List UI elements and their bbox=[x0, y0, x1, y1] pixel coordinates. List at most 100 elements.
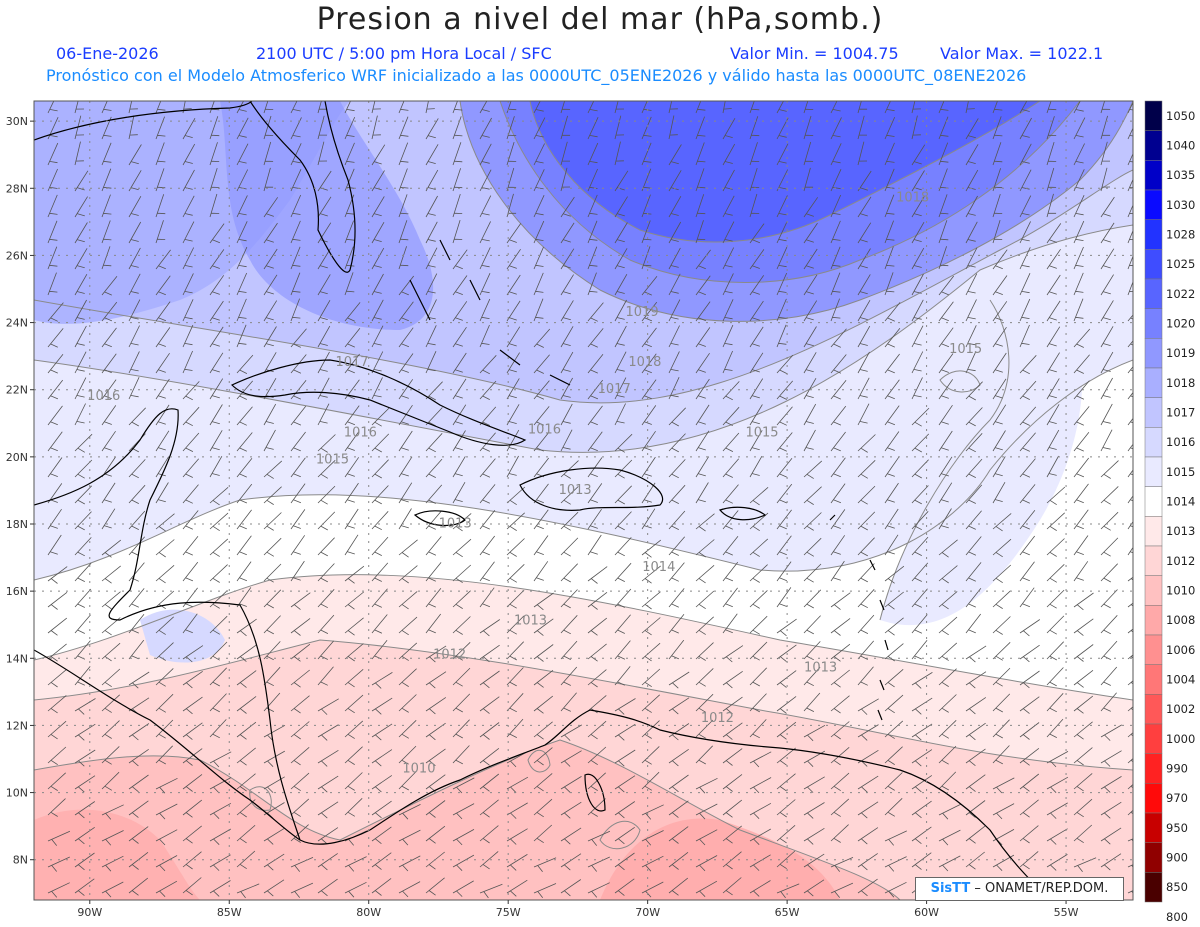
wind-barb bbox=[371, 273, 384, 296]
wind-barb bbox=[641, 720, 660, 739]
wind-barb bbox=[938, 694, 957, 713]
wind-barb bbox=[965, 851, 985, 870]
wind-barb bbox=[344, 617, 364, 636]
wind-barb bbox=[938, 482, 953, 504]
wind-barb bbox=[317, 325, 331, 348]
wind-barb bbox=[668, 247, 681, 270]
wind-barb bbox=[74, 614, 91, 634]
colorbar-swatch bbox=[1144, 249, 1163, 280]
wind-barb bbox=[47, 772, 66, 791]
wind-barb bbox=[533, 143, 545, 166]
wind-barb bbox=[209, 590, 228, 609]
wind-barb bbox=[830, 746, 850, 766]
wind-barb bbox=[614, 614, 631, 634]
wind-barb bbox=[398, 194, 409, 218]
wind-barb bbox=[803, 167, 814, 192]
wind-barb bbox=[803, 197, 819, 218]
wind-barb bbox=[479, 670, 500, 689]
wind-barb bbox=[1100, 750, 1122, 767]
wind-barb bbox=[101, 565, 121, 584]
wind-barb bbox=[857, 248, 871, 270]
wind-barb bbox=[425, 510, 442, 530]
wind-barb bbox=[668, 377, 680, 400]
colorbar-swatch bbox=[1144, 397, 1163, 428]
colorbar-level-label: 1013 bbox=[1166, 524, 1195, 538]
wind-barb bbox=[533, 298, 544, 322]
wind-barb bbox=[128, 484, 146, 504]
wind-barb bbox=[506, 300, 521, 322]
wind-barb bbox=[830, 824, 849, 843]
wind-barb bbox=[425, 613, 442, 634]
contour-label: 1013 bbox=[514, 614, 547, 629]
wind-barb bbox=[398, 456, 413, 478]
contour-label: 1015 bbox=[949, 342, 982, 357]
wind-barb bbox=[695, 456, 710, 478]
wind-barb bbox=[614, 433, 633, 453]
wind-barb bbox=[452, 378, 467, 400]
wind-barb bbox=[344, 565, 365, 584]
wind-barb bbox=[587, 272, 598, 296]
wind-barb bbox=[641, 830, 664, 846]
wind-barb bbox=[182, 645, 204, 663]
wind-barb bbox=[587, 534, 602, 556]
wind-barb bbox=[1073, 246, 1084, 270]
wind-barb bbox=[128, 671, 150, 689]
wind-barb bbox=[209, 538, 229, 557]
wind-barb bbox=[425, 800, 446, 818]
wind-barb bbox=[641, 246, 652, 270]
wind-barb bbox=[587, 483, 603, 504]
wind-barb bbox=[992, 219, 1003, 244]
wind-barb bbox=[857, 351, 870, 374]
wind-barb bbox=[830, 405, 847, 426]
wind-barb bbox=[1127, 101, 1133, 114]
contour-label: 1018 bbox=[896, 191, 929, 206]
wind-barb bbox=[128, 407, 146, 427]
wind-barb bbox=[1019, 101, 1030, 114]
wind-barb bbox=[722, 670, 743, 689]
wind-barb bbox=[560, 537, 579, 557]
wind-barb bbox=[1127, 127, 1133, 140]
wind-barb bbox=[749, 854, 771, 871]
wind-barb bbox=[263, 141, 274, 166]
wind-barb bbox=[614, 640, 631, 660]
wind-barb bbox=[1046, 667, 1064, 687]
wind-barb bbox=[884, 830, 907, 846]
wind-barb bbox=[830, 857, 854, 872]
wind-barb bbox=[533, 721, 553, 740]
wind-barb bbox=[614, 749, 636, 767]
wind-barb bbox=[506, 667, 524, 687]
wind-barb bbox=[1019, 355, 1037, 375]
wind-barb bbox=[398, 101, 409, 114]
wind-barb bbox=[371, 697, 393, 715]
wind-barb bbox=[317, 589, 335, 609]
wind-barb bbox=[911, 115, 921, 140]
wind-barb bbox=[317, 377, 330, 400]
wind-barb bbox=[290, 798, 310, 817]
wind-barb bbox=[857, 589, 875, 609]
wind-barb bbox=[803, 589, 822, 609]
wind-barb bbox=[506, 486, 526, 506]
wind-barb bbox=[263, 460, 283, 479]
wind-barb bbox=[884, 482, 899, 504]
wind-barb bbox=[992, 275, 1008, 296]
wind-barb bbox=[911, 459, 929, 479]
wind-barb bbox=[533, 328, 551, 348]
wind-barb bbox=[182, 774, 203, 792]
wind-barb bbox=[209, 193, 220, 218]
wind-barb bbox=[101, 327, 117, 348]
wind-barb bbox=[587, 431, 603, 452]
wind-barb bbox=[911, 852, 932, 870]
wind-barb bbox=[1019, 773, 1040, 792]
latitude-axis: 30N 28N 26N 24N 22N 20N 18N 16N 14N 12N 10N 8N bbox=[6, 115, 34, 867]
wind-barb bbox=[344, 720, 364, 739]
wind-barb bbox=[317, 537, 335, 557]
wind-barb bbox=[317, 749, 339, 767]
wind-barb bbox=[695, 880, 718, 897]
wind-barb bbox=[965, 748, 986, 767]
wind-barb bbox=[965, 247, 978, 270]
wind-barb bbox=[425, 825, 446, 844]
wind-barb bbox=[317, 434, 336, 453]
wind-barb bbox=[992, 378, 1007, 400]
wind-barb bbox=[749, 564, 768, 583]
wind-barb bbox=[560, 486, 579, 505]
